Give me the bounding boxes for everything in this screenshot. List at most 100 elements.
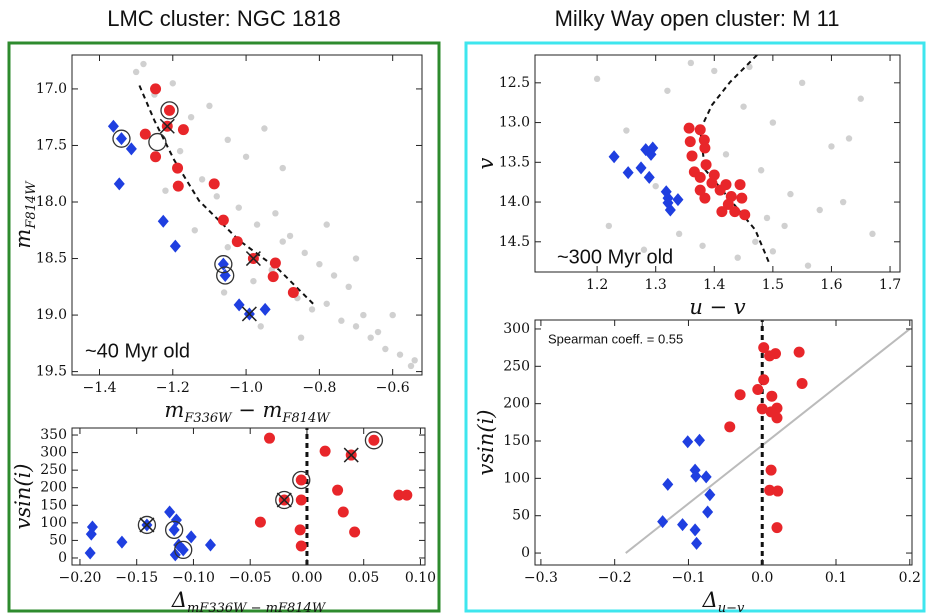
point [139,128,151,140]
point [796,377,808,389]
point [389,311,396,319]
point [724,421,736,433]
point [295,494,307,506]
point [338,317,345,324]
point [150,151,162,163]
point [185,530,197,544]
point [163,104,175,116]
plot-area [625,320,911,565]
y-tick-label: 200 [503,396,530,412]
point [691,536,703,550]
point [643,170,655,184]
y-tick-label: 0 [521,545,530,561]
plot-area [593,55,876,269]
point [169,80,176,87]
point [608,150,620,164]
point [845,135,853,142]
point [164,505,176,519]
y-tick-label: 18.0 [36,194,67,210]
point [208,178,220,190]
point [657,515,669,529]
point [168,523,180,537]
point-cross [159,118,175,134]
point [677,518,689,532]
point [316,260,323,268]
axis-label-part: − m [232,398,283,422]
point [233,298,245,312]
point [411,357,418,364]
point [191,227,198,234]
point [699,242,706,249]
point [699,142,711,154]
point [279,238,286,245]
plot-area [107,60,418,370]
point-ring [137,515,157,535]
y-tick-label: 350 [40,427,67,443]
point [672,193,684,207]
y-tick-label: 200 [40,480,67,496]
annotation: Spearman coeff. = 0.55 [548,331,683,346]
point [162,187,169,194]
left-panel-frame [7,41,441,613]
point [323,221,330,228]
y-tick-label: 100 [40,515,67,531]
y-tick-label: 300 [503,321,530,337]
point [662,477,674,491]
axis-label-part: u − v [689,295,745,319]
point [716,206,728,218]
point [140,60,147,68]
point [736,192,748,204]
point [734,389,746,401]
point [172,180,184,192]
point [115,132,127,146]
point [352,255,360,262]
point [804,262,812,269]
point [279,164,286,172]
plot-frame [534,319,913,566]
x-tick-label: −0.3 [524,570,558,586]
plot-frame [71,427,426,566]
point [664,87,671,94]
point [254,516,266,528]
y-tick-label: 150 [503,433,530,449]
point-ring [112,129,131,148]
y-tick-label: 17.5 [36,137,67,153]
point [295,474,307,486]
point [686,150,698,162]
point [694,124,706,136]
axis-label-part: Δ [171,588,187,612]
x-tick-label: 1.7 [879,277,901,293]
point [772,485,784,497]
y-tick-label: 250 [40,462,67,478]
point [765,464,777,476]
axis-label: Δu−v [702,588,745,615]
point-ring [292,470,311,490]
point [213,193,220,200]
plot-area [84,428,413,565]
point [323,300,330,307]
axis-label-part: vsin(i) [11,464,35,530]
axis-label-part: u−v [718,601,745,615]
x-tick-label: −1.0 [229,380,263,396]
annotation: ~40 Myr old [85,340,190,362]
axis-label: u − v [689,295,745,319]
y-tick-label: 13.0 [499,115,530,131]
axis-label-part: F814W [281,411,331,426]
y-tick-label: 17.0 [36,81,67,97]
right-panel-frame [464,41,926,613]
point [739,209,751,221]
point [360,311,367,319]
point [187,113,195,121]
point [857,95,864,102]
point [308,306,316,313]
point [116,535,128,549]
point [407,362,415,370]
point [647,141,659,155]
y-tick-label: 150 [40,497,67,513]
point [253,221,261,228]
point [684,136,696,148]
point [107,119,119,133]
point [177,543,189,557]
point [722,151,730,158]
point-ring [275,490,294,510]
